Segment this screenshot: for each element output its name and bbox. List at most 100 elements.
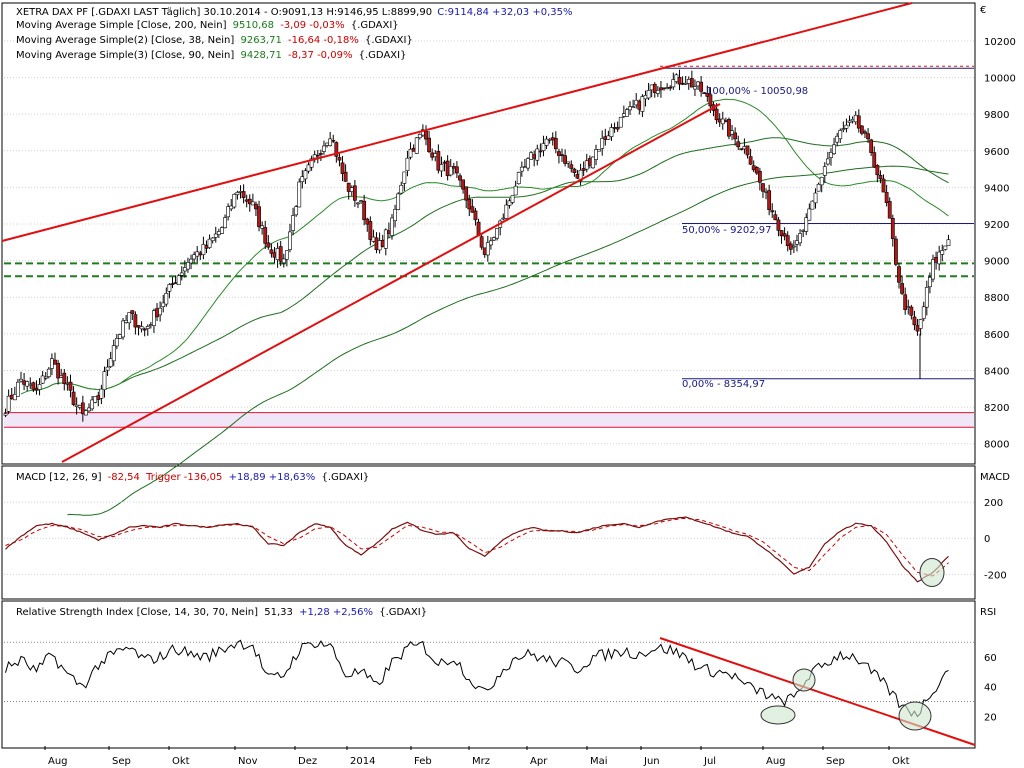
candle-body [402,171,407,184]
candle-body [563,155,568,164]
price-tick-label: 9000 [984,257,1009,268]
candle-body [730,130,734,135]
rsi-line [5,639,949,718]
candle-body [331,140,336,142]
candle-body [220,227,224,234]
candle-body [155,308,159,318]
candle-body [396,193,401,210]
candle-body [600,138,605,149]
candle-body [689,78,694,88]
candle-body [272,252,277,258]
candle-body [417,134,422,139]
price-tick-label: 8600 [984,330,1009,341]
candle-body [742,146,747,150]
rsi-highlight-circle [760,705,796,725]
candle-body [507,200,512,206]
candle-body [352,185,357,201]
candle-body [158,307,163,316]
candle-body [915,325,920,332]
candle-body [28,383,33,386]
ma1-change: -3,09 -0,03% [280,20,344,31]
ma90-line [36,137,949,391]
candle-body [19,378,23,382]
candle-body [356,202,360,205]
candle-body [649,84,654,91]
candle-body [928,277,932,288]
price-tick-label: 9600 [984,147,1009,158]
candle-body [59,375,64,378]
x-tick-label: Jul [703,756,716,767]
candle-body [315,154,320,157]
candle-body [170,283,175,285]
candle-body [445,160,450,177]
candle-body [745,145,750,156]
ma2-suffix: {.GDAXI} [365,35,413,46]
candle-body [226,206,231,218]
candle-body [621,113,626,117]
rsi-tick-label: 20 [984,712,997,723]
price-tick-label: 8000 [984,440,1009,451]
candle-body [148,324,153,326]
macd-suffix: {.GDAXI} [321,472,369,483]
candle-body [680,82,685,85]
candle-body [513,185,518,196]
candle-body [699,81,704,92]
ma1-suffix: {.GDAXI} [351,20,399,31]
candle-body [16,381,20,397]
x-tick-label: Jun [643,756,660,767]
ma200-line [67,165,949,516]
x-tick-label: Mrz [472,756,490,767]
candle-body [655,89,660,94]
candle-body [516,172,521,185]
candle-body [662,87,666,90]
candle-body [761,183,765,192]
candle-body [250,201,255,206]
x-tick-label: Apr [530,756,548,767]
ma2-change: -16,64 -0,18% [288,35,359,46]
candle-body [430,152,435,158]
candle-body [6,395,11,412]
candle-body [386,230,391,234]
candle-body [186,262,190,270]
candle-body [371,236,376,242]
candle-body [90,399,95,410]
candle-body [189,258,193,264]
macd-header: MACD [12, 26, 9] -82,54 Trigger -136,05 … [16,472,369,483]
x-tick-label: 2014 [350,756,375,767]
candle-body [819,176,824,186]
candle-body [40,375,45,384]
candle-body [346,182,351,192]
candle-body [510,195,515,203]
candle-body [436,151,441,171]
candle-body [424,130,428,140]
macd-tick-label: -200 [984,570,1007,581]
candle-body [192,254,197,260]
candle-body [550,137,555,141]
candle-body [863,131,867,134]
fib-50-label: 50,00% - 9202,97 [682,225,771,236]
price-tick-label: 9400 [984,183,1009,194]
candle-body [693,86,697,90]
candle-body [334,142,339,157]
candle-body [179,272,184,276]
candle-body [696,81,700,87]
candle-body [841,128,846,130]
macd-change: +18,89 +18,63% [229,472,316,483]
ma3-suffix: {.GDAXI} [359,50,407,61]
candle-body [22,380,26,385]
candle-body [34,387,39,391]
header-ma1: Moving Average Simple [Close, 200, Nein]… [16,20,399,31]
candle-body [767,190,772,210]
candle-body [822,166,827,176]
candle-body [900,283,904,294]
candle-body [322,145,326,152]
candle-body [294,206,299,216]
candle-body [380,239,385,247]
candle-body [37,384,42,390]
candle-body [12,394,17,401]
candle-body [133,314,138,328]
candle-body [464,186,469,201]
candle-body [813,192,818,204]
candle-body [235,192,240,195]
candle-body [108,358,113,367]
